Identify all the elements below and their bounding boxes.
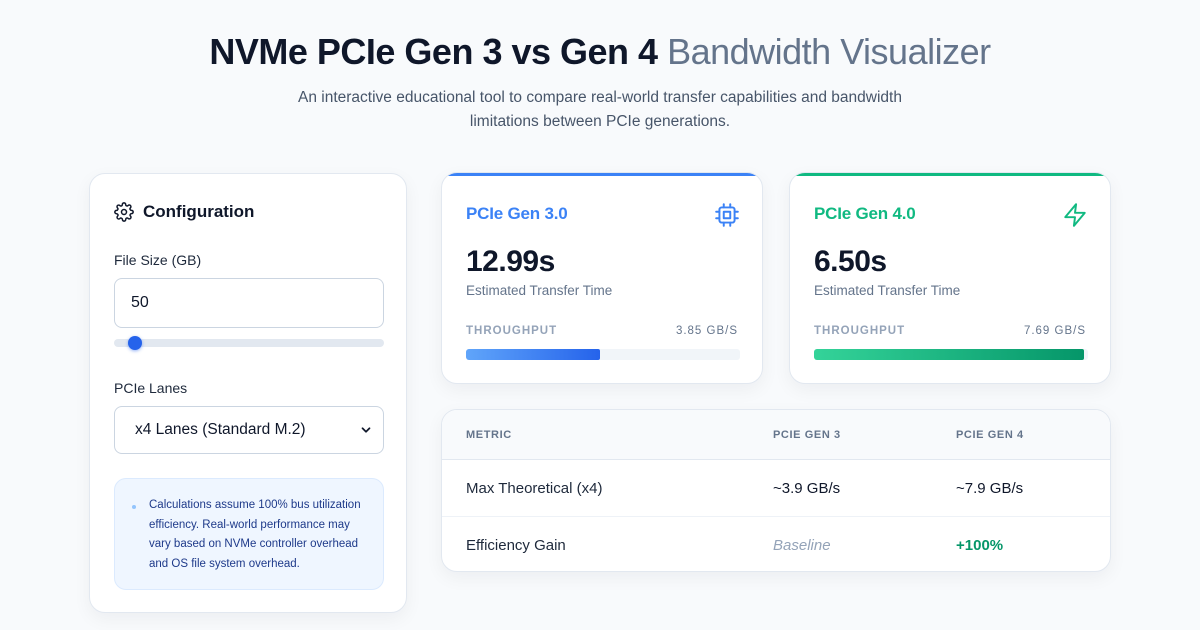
- gen3-transfer-time-label: Estimated Transfer Time: [466, 283, 613, 298]
- table-row: Efficiency Gain Baseline +100%: [442, 517, 1110, 571]
- gen3-throughput-value: 3.85 GB/S: [675, 325, 738, 337]
- gen4-throughput-fill: [814, 349, 1084, 360]
- gen3-throughput-fill: [466, 349, 601, 360]
- configuration-header: Configuration: [114, 202, 254, 222]
- gen3-accent-bar: [442, 173, 762, 176]
- gen4-accent-bar: [790, 173, 1110, 176]
- cpu-chip-icon: [715, 203, 739, 227]
- table-cell-metric: Efficiency Gain: [466, 537, 566, 554]
- info-note-text: Calculations assume 100% bus utilization…: [149, 499, 361, 570]
- file-size-slider[interactable]: [114, 336, 384, 350]
- page-title-light: Bandwidth Visualizer: [667, 31, 991, 72]
- page-title-bold: NVMe PCIe Gen 3 vs Gen 4: [209, 31, 658, 72]
- gen4-throughput-value: 7.69 GB/S: [1023, 325, 1086, 337]
- bullet-dot-icon: [132, 505, 136, 509]
- column-header-gen4: PCIE GEN 4: [956, 429, 1024, 441]
- pcie-lanes-select[interactable]: x4 Lanes (Standard M.2): [114, 406, 384, 454]
- file-size-slider-thumb[interactable]: [128, 336, 142, 350]
- gen4-title: PCIe Gen 4.0: [814, 204, 916, 223]
- gear-icon: [114, 202, 134, 222]
- page-header: NVMe PCIe Gen 3 vs Gen 4 Bandwidth Visua…: [0, 30, 1200, 134]
- column-header-metric: METRIC: [466, 429, 512, 441]
- configuration-title: Configuration: [143, 202, 255, 221]
- gen3-transfer-time: 12.99s: [466, 245, 555, 278]
- table-header: METRIC PCIE GEN 3 PCIE GEN 4: [442, 410, 1110, 460]
- file-size-input[interactable]: 50: [114, 278, 384, 328]
- page-subtitle: An interactive educational tool to compa…: [298, 89, 902, 130]
- table-cell-gen4: ~7.9 GB/s: [956, 480, 1024, 497]
- pcie-lanes-selected-value: x4 Lanes (Standard M.2): [135, 421, 306, 438]
- file-size-value: 50: [131, 294, 149, 311]
- file-size-label: File Size (GB): [114, 252, 202, 268]
- gen4-transfer-time-label: Estimated Transfer Time: [814, 283, 961, 298]
- info-note: Calculations assume 100% bus utilization…: [114, 478, 384, 590]
- chevron-down-icon: [361, 427, 371, 433]
- lightning-bolt-icon: [1064, 203, 1086, 227]
- pcie-lanes-label: PCIe Lanes: [114, 380, 188, 396]
- pcie-gen3-card: PCIe Gen 3.0 12.99s Estimated Transfer T…: [441, 172, 763, 384]
- gen3-title: PCIe Gen 3.0: [466, 204, 568, 223]
- table-cell-gen3: ~3.9 GB/s: [773, 480, 841, 497]
- table-cell-gen4: +100%: [956, 537, 1004, 554]
- table-row: Max Theoretical (x4) ~3.9 GB/s ~7.9 GB/s: [442, 460, 1110, 517]
- configuration-panel: Configuration File Size (GB) 50 PCIe Lan…: [89, 173, 407, 613]
- table-cell-gen3: Baseline: [773, 537, 831, 554]
- gen3-throughput-label: THROUGHPUT: [466, 325, 558, 337]
- gen4-transfer-time: 6.50s: [814, 245, 887, 278]
- gen4-throughput-label: THROUGHPUT: [814, 325, 906, 337]
- gen3-throughput-bar: [466, 349, 740, 360]
- page-title: NVMe PCIe Gen 3 vs Gen 4 Bandwidth Visua…: [0, 30, 1200, 74]
- column-header-gen3: PCIE GEN 3: [773, 429, 841, 441]
- comparison-table: METRIC PCIE GEN 3 PCIE GEN 4 Max Theoret…: [441, 409, 1111, 572]
- table-cell-metric: Max Theoretical (x4): [466, 480, 603, 497]
- gen4-throughput-bar: [814, 349, 1088, 360]
- pcie-gen4-card: PCIe Gen 4.0 6.50s Estimated Transfer Ti…: [789, 172, 1111, 384]
